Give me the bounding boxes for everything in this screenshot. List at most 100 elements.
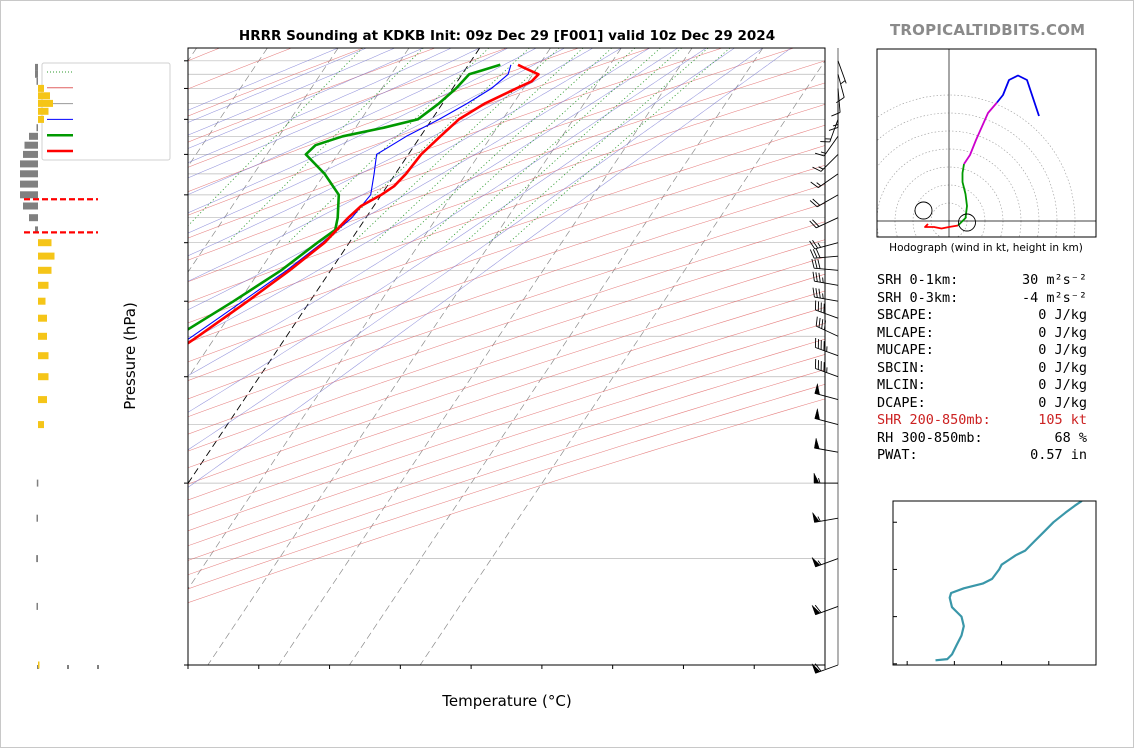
omega-bar: [38, 281, 49, 289]
omega-bar: [20, 160, 38, 168]
wind-barb: [836, 74, 845, 104]
dry-adiabat: [188, 104, 825, 324]
index-row: SRH 0-3km: -4 m²s⁻²: [877, 290, 1087, 308]
index-value: 0 J/kg: [1038, 394, 1087, 411]
mixing-ratio-line: [287, 48, 490, 243]
dry-adiabat: [188, 48, 436, 143]
hodo-segment: [963, 101, 998, 165]
dry-adiabat: [188, 256, 825, 469]
theta-e-ticks: [893, 521, 1050, 665]
index-value: 68 %: [1054, 429, 1087, 446]
wind-barb: [837, 60, 847, 85]
index-row: SRH 0-1km: 30 m²s⁻²: [877, 272, 1087, 290]
moist-adiabat: [188, 48, 594, 257]
dry-adiabat: [188, 145, 825, 363]
storm-motion-marker: [958, 213, 976, 232]
omega-bar: [38, 239, 52, 247]
hodograph-caption: Hodograph (wind in kt, height in km): [889, 242, 1083, 254]
isotherm: [419, 60, 825, 665]
wind-barb-flag: [811, 557, 821, 568]
index-row: MUCAPE: 0 J/kg: [877, 342, 1087, 360]
isotherm: [188, 48, 410, 379]
isotherm: [188, 48, 551, 590]
dry-adiabat: [188, 184, 825, 400]
dry-adiabat: [188, 164, 825, 381]
index-label: RH 300-850mb:: [877, 429, 983, 446]
wind-barb: [812, 271, 839, 286]
skewt-x-axis-label: Temperature (°C): [441, 692, 571, 710]
skewt-profiles: [188, 63, 540, 345]
wind-barb: [809, 248, 839, 259]
omega-bar: [35, 63, 38, 71]
omega-panel: [20, 63, 99, 669]
dry-adiabat: [188, 124, 825, 343]
wetbulb-trace: [188, 64, 512, 340]
index-label: MLCAPE:: [877, 324, 934, 341]
storm-motion-marker: [914, 201, 933, 220]
sounding-indices: SRH 0-1km: 30 m²s⁻² SRH 0-3km: -4 m²s⁻² SBCA…: [877, 272, 1087, 465]
omega-bar: [35, 226, 38, 234]
dry-adiabat: [188, 323, 825, 532]
omega-bar: [36, 77, 38, 85]
moist-adiabat: [188, 48, 395, 136]
isotherm: [188, 48, 268, 168]
dry-adiabat: [188, 273, 825, 485]
index-value: 105 kt: [1038, 412, 1087, 428]
isotherm: [188, 48, 339, 273]
omega-bar: [20, 191, 38, 199]
omega-bar: [20, 170, 38, 178]
hodo-segment: [957, 163, 968, 227]
wind-barb-flag: [814, 438, 820, 450]
index-label: SRH 0-3km:: [877, 289, 959, 306]
omega-bar: [29, 132, 38, 140]
index-row: DCAPE: 0 J/kg: [877, 395, 1087, 413]
isotherm: [207, 48, 622, 665]
index-row: RH 300-850mb: 68 %: [877, 430, 1087, 448]
wind-barb-flag: [811, 605, 821, 616]
mixing-ratio-line: [422, 48, 636, 243]
moist-adiabat: [188, 48, 565, 234]
moist-adiabat: [188, 48, 650, 311]
index-row: PWAT: 0.57 in: [877, 447, 1087, 465]
index-value: 0 J/kg: [1038, 377, 1087, 393]
index-value: 0 J/kg: [1038, 307, 1087, 323]
mixing-ratio-line: [325, 48, 530, 243]
wind-barb-flag: [814, 383, 820, 395]
moist-adiabat: [188, 48, 480, 179]
omega-bar: [35, 70, 38, 78]
moist-adiabat: [188, 48, 679, 342]
dry-adiabat: [188, 239, 825, 452]
dry-adiabat: [188, 48, 579, 192]
dry-adiabat: [188, 60, 825, 283]
dewpoint-trace: [188, 63, 501, 331]
omega-bar: [38, 297, 46, 305]
index-label: SRH 0-1km:: [877, 272, 959, 288]
dry-adiabat: [188, 383, 825, 590]
omega-bar: [38, 115, 44, 123]
index-value: 0.57 in: [1030, 447, 1087, 463]
omega-bar: [38, 107, 49, 115]
omega-bar: [23, 150, 38, 158]
index-value: 0 J/kg: [1038, 342, 1087, 358]
skewt-background: [188, 48, 825, 665]
wind-barb: [814, 136, 839, 157]
theta-e-frame: [892, 500, 1097, 666]
moist-adiabat: [188, 48, 622, 282]
dry-adiabat: [188, 354, 825, 561]
moist-adiabat: [188, 48, 367, 123]
moist-adiabat: [188, 48, 424, 149]
mixing-ratio-line: [227, 48, 424, 243]
moist-adiabat: [188, 48, 452, 163]
omega-bar: [38, 314, 47, 322]
wind-barb: [812, 287, 839, 302]
omega-bar: [36, 555, 38, 563]
wind-barb: [831, 88, 841, 117]
mixing-ratio-line: [445, 48, 661, 243]
wind-barb: [809, 194, 839, 208]
wind-barb: [809, 217, 839, 229]
omega-bar: [36, 479, 39, 487]
omega-bar: [38, 373, 49, 381]
omega-bar: [38, 99, 53, 107]
wind-barb: [828, 103, 839, 131]
wind-barb: [820, 119, 839, 143]
